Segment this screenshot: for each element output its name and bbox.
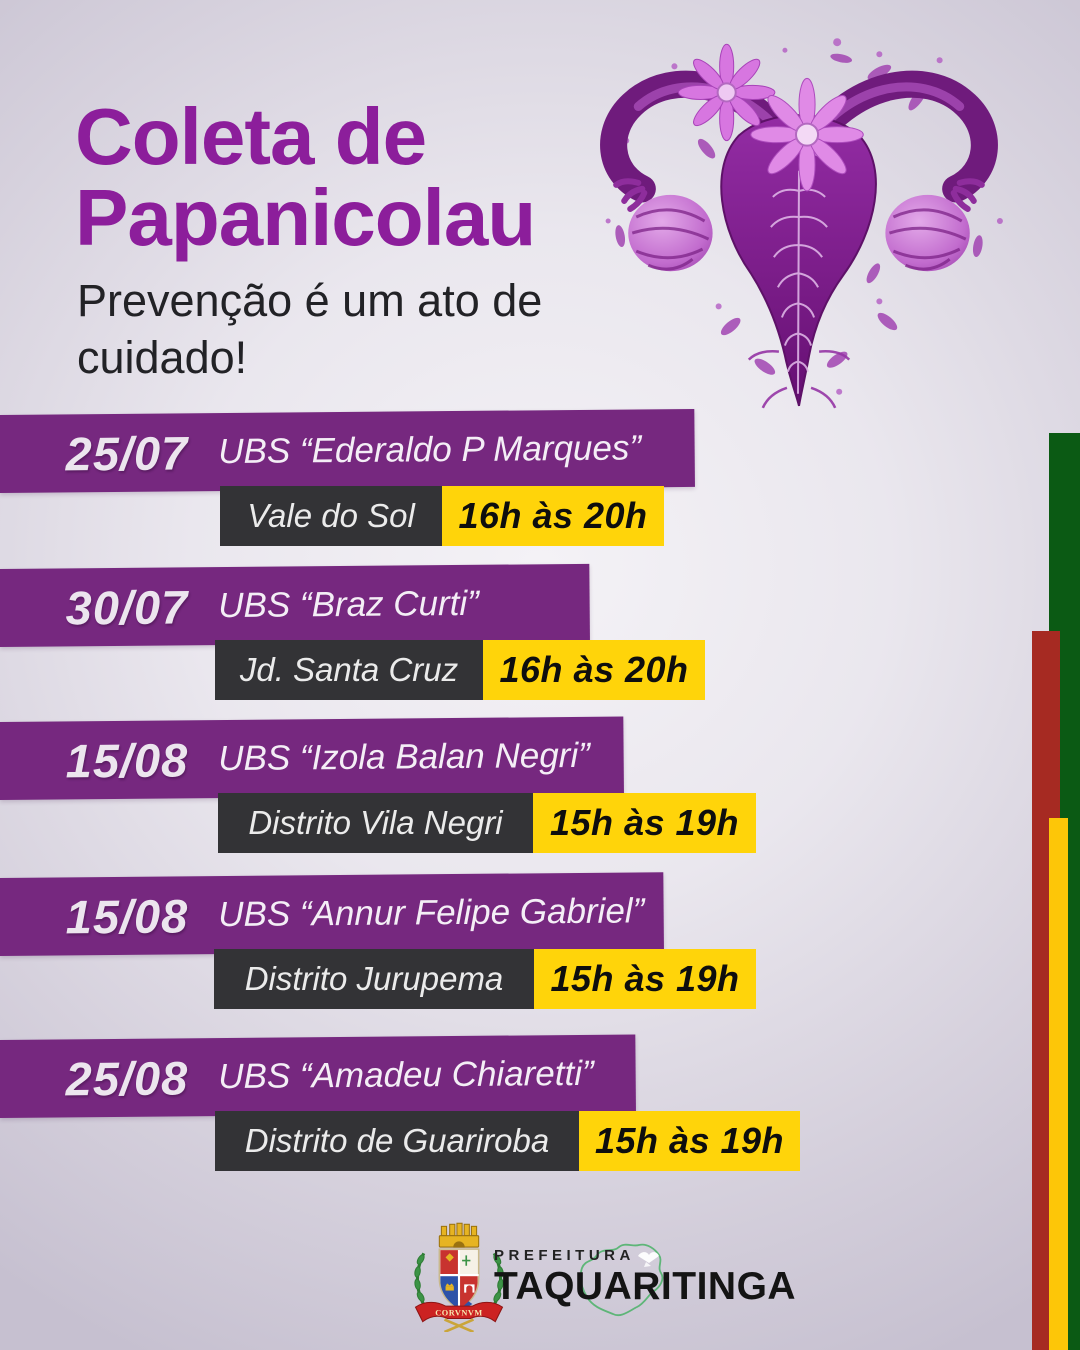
dove-icon [638, 1252, 659, 1267]
entry-1-time: 16h às 20h [442, 486, 664, 546]
entry-5-date-bar: 25/08 UBS “Amadeu Chiaretti” [0, 1034, 636, 1118]
title-line-1: Coleta de [75, 92, 427, 181]
map-outline-icon [579, 1243, 664, 1317]
flower-top-left [677, 43, 776, 142]
edge-stripe-yellow [1049, 818, 1068, 1350]
org-prefix-label: PREFEITURA [494, 1247, 635, 1264]
entry-2-ubs-name: UBS “Braz Curti” [218, 583, 480, 626]
shield [438, 1248, 480, 1311]
entry-3-time: 15h às 19h [533, 793, 756, 853]
entry-1-ubs-name: UBS “Ederaldo P Marques” [218, 428, 642, 472]
crest-motto: CORVNVM [435, 1308, 482, 1317]
city-crest-logo: CORVNVM [414, 1222, 504, 1332]
entry-4-detail-bar: Distrito Jurupema 15h às 19h [214, 949, 756, 1009]
entry-2-time: 16h às 20h [483, 640, 705, 700]
entry-3-date-bar: 15/08 UBS “Izola Balan Negri” [0, 716, 624, 800]
entry-2-date: 30/07 [65, 579, 189, 634]
entry-4-time: 15h às 19h [534, 949, 756, 1009]
crown [438, 1222, 480, 1248]
entry-4-date: 15/08 [65, 888, 189, 943]
page-title: Coleta de Papanicolau [75, 92, 536, 262]
motto-ribbon: CORVNVM [414, 1301, 504, 1332]
flower-center [750, 77, 864, 192]
title-line-2: Papanicolau [75, 173, 536, 262]
entry-2-detail-bar: Jd. Santa Cruz 16h às 20h [215, 640, 705, 700]
entry-3-date: 15/08 [65, 732, 189, 787]
entry-1-date: 25/07 [65, 425, 189, 480]
entry-5-place: Distrito de Guariroba [215, 1111, 579, 1171]
entry-2-place: Jd. Santa Cruz [215, 640, 483, 700]
org-name-label: TAQUARITINGA [494, 1265, 797, 1308]
entry-1-detail-bar: Vale do Sol 16h às 20h [220, 486, 664, 546]
entry-1-place: Vale do Sol [220, 486, 442, 546]
entry-4-date-bar: 15/08 UBS “Annur Felipe Gabriel” [0, 872, 664, 956]
entry-5-time: 15h às 19h [579, 1111, 800, 1171]
page-subtitle: Prevenção é um ato de cuidado! [77, 275, 543, 383]
entry-5-ubs-name: UBS “Amadeu Chiaretti” [218, 1053, 594, 1097]
municipality-wordmark: PREFEITURA TAQUARITINGA [494, 1247, 796, 1309]
entry-2-date-bar: 30/07 UBS “Braz Curti” [0, 563, 590, 647]
entry-3-place: Distrito Vila Negri [218, 793, 533, 853]
entry-3-detail-bar: Distrito Vila Negri 15h às 19h [218, 793, 756, 853]
entry-5-date: 25/08 [65, 1050, 189, 1105]
entry-1-date-bar: 25/07 UBS “Ederaldo P Marques” [0, 408, 695, 493]
entry-4-ubs-name: UBS “Annur Felipe Gabriel” [218, 891, 645, 935]
entry-4-place: Distrito Jurupema [214, 949, 534, 1009]
uterus-flowers-illustration [600, 38, 1003, 409]
entry-3-ubs-name: UBS “Izola Balan Negri” [218, 735, 590, 779]
entry-5-detail-bar: Distrito de Guariroba 15h às 19h [215, 1111, 800, 1171]
